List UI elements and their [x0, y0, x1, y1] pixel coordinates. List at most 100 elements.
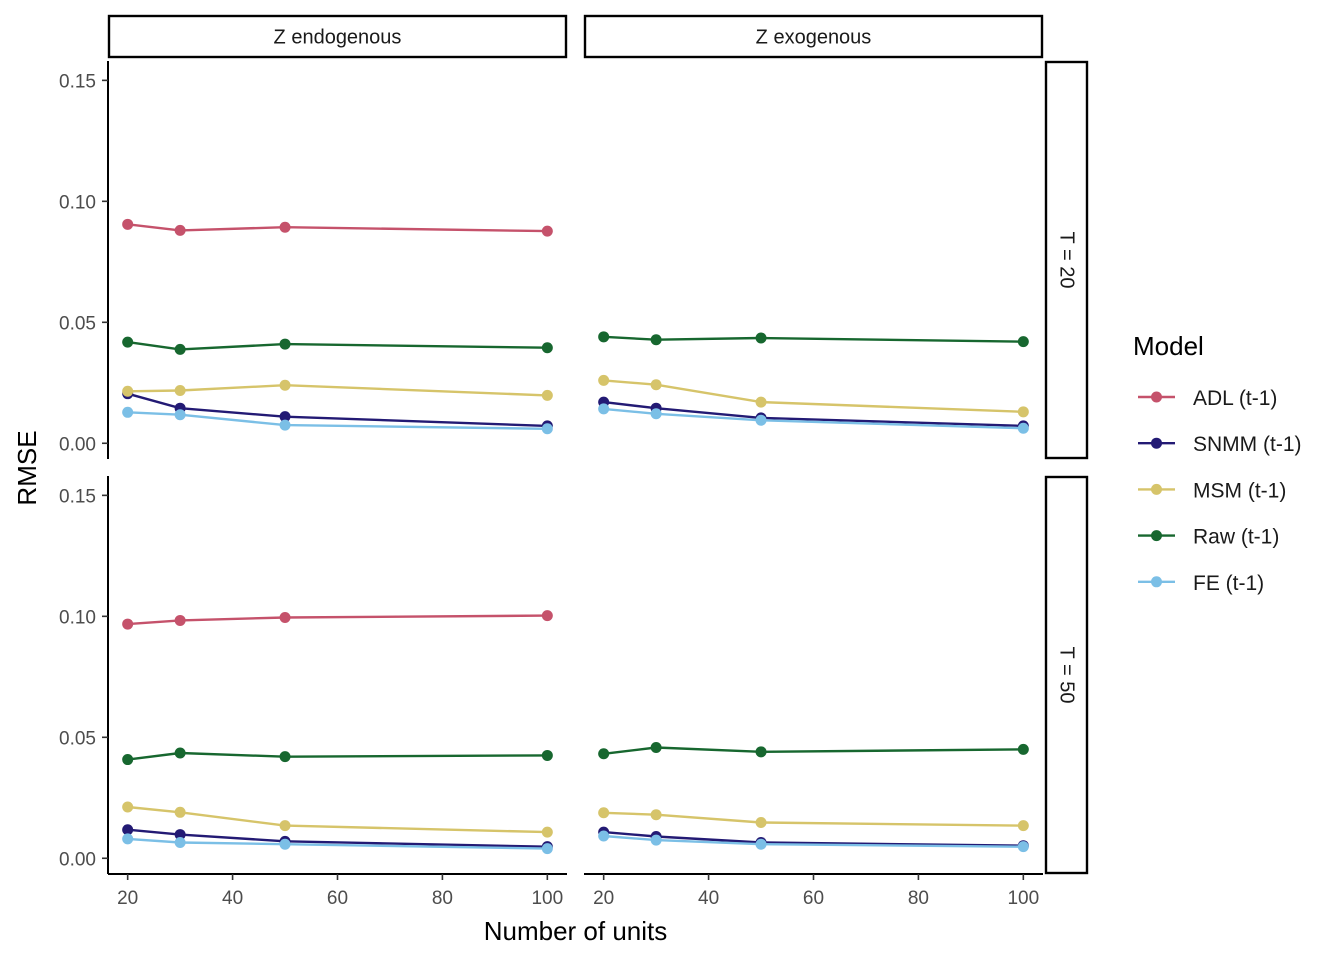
panel-t-20-z-exogenous — [598, 331, 1029, 434]
strip-col-z-exogenous — [583, 14, 1044, 59]
data-point-raw-t-1 — [650, 741, 662, 753]
legend-label: SNMM (t-1) — [1193, 433, 1302, 456]
strip-row-label: T = 20 — [1056, 232, 1078, 289]
data-point-msm-t-1 — [122, 385, 134, 397]
data-point-msm-t-1 — [598, 374, 610, 386]
y-tick-label: 0.05 — [59, 728, 96, 749]
strip-row-t-50 — [1044, 475, 1089, 875]
data-point-fe-t-1 — [174, 409, 186, 421]
legend-label: Raw (t-1) — [1193, 526, 1279, 549]
data-point-adl-t-1 — [279, 221, 291, 233]
series-line-raw-t-1 — [127, 340, 548, 351]
legend-key-point — [1151, 483, 1162, 495]
x-tick-label: 80 — [908, 888, 929, 909]
data-point-msm-t-1 — [174, 385, 186, 397]
legend-label: ADL (t-1) — [1193, 387, 1277, 410]
legend-item-raw-t-1: Raw (t-1) — [1138, 526, 1279, 549]
data-point-raw-t-1 — [598, 748, 610, 760]
data-point-raw-t-1 — [598, 331, 610, 343]
data-point-fe-t-1 — [122, 406, 134, 418]
data-point-fe-t-1 — [650, 834, 662, 846]
data-point-msm-t-1 — [650, 809, 662, 821]
strip-row-t-20 — [1044, 60, 1089, 460]
y-tick-label: 0.00 — [59, 434, 96, 455]
series-line-fe-t-1 — [127, 837, 548, 850]
data-point-adl-t-1 — [122, 218, 134, 230]
legend-key-point — [1151, 391, 1162, 403]
y-tick-label: 0.05 — [59, 313, 96, 334]
data-point-fe-t-1 — [541, 423, 553, 435]
data-point-raw-t-1 — [1017, 336, 1029, 348]
series-line-snmm-t-1 — [127, 392, 548, 428]
data-point-raw-t-1 — [755, 746, 767, 758]
legend-label: MSM (t-1) — [1193, 479, 1286, 502]
x-tick-label: 20 — [593, 888, 614, 909]
data-point-snmm-t-1 — [174, 829, 186, 841]
legend-key-point — [1151, 576, 1162, 588]
series-line-adl-t-1 — [127, 223, 548, 233]
data-point-fe-t-1 — [541, 843, 553, 855]
x-tick-label: 40 — [222, 888, 243, 909]
data-point-msm-t-1 — [174, 806, 186, 818]
series-line-msm-t-1 — [127, 805, 548, 834]
data-point-fe-t-1 — [279, 419, 291, 431]
data-point-msm-t-1 — [279, 820, 291, 832]
data-point-raw-t-1 — [279, 751, 291, 763]
series-line-raw-t-1 — [127, 751, 548, 761]
data-point-fe-t-1 — [122, 833, 134, 845]
panel-t-20-z-endogenous — [122, 218, 553, 435]
data-point-adl-t-1 — [174, 224, 186, 236]
data-point-raw-t-1 — [755, 332, 767, 344]
y-tick-label: 0.10 — [59, 192, 96, 213]
data-point-msm-t-1 — [541, 826, 553, 838]
panels-layer: Z endogenous Z exogenous T = 20 T = 50 0.00 0… — [59, 14, 1089, 909]
y-tick-label: 0.15 — [59, 486, 96, 507]
legend-title: Model — [1133, 331, 1204, 361]
series-line-fe-t-1 — [127, 411, 548, 430]
strip-col-label: Z endogenous — [274, 27, 402, 49]
y-tick-label: 0.15 — [59, 71, 96, 92]
data-point-raw-t-1 — [279, 338, 291, 350]
data-point-adl-t-1 — [122, 618, 134, 630]
series-line-snmm-t-1 — [127, 828, 548, 848]
legend-item-adl-t-1: ADL (t-1) — [1138, 387, 1277, 410]
data-point-fe-t-1 — [755, 838, 767, 850]
legend-item-snmm-t-1: SNMM (t-1) — [1138, 433, 1302, 456]
data-point-adl-t-1 — [279, 612, 291, 624]
data-point-raw-t-1 — [541, 342, 553, 354]
x-tick-label: 60 — [327, 888, 348, 909]
data-point-fe-t-1 — [598, 830, 610, 842]
legend-item-fe-t-1: FE (t-1) — [1138, 572, 1264, 595]
x-tick-label: 100 — [531, 888, 563, 909]
data-point-msm-t-1 — [1017, 820, 1029, 832]
data-point-msm-t-1 — [755, 396, 767, 408]
y-axis-title: RMSE — [12, 430, 42, 505]
data-point-raw-t-1 — [541, 749, 553, 761]
strip-row-label: T = 50 — [1056, 647, 1078, 704]
x-tick-label: 40 — [698, 888, 719, 909]
x-tick-label: 60 — [803, 888, 824, 909]
data-point-fe-t-1 — [650, 408, 662, 420]
series-line-fe-t-1 — [603, 834, 1024, 848]
series-line-msm-t-1 — [127, 383, 548, 397]
data-point-raw-t-1 — [1017, 743, 1029, 755]
data-point-msm-t-1 — [598, 807, 610, 819]
data-point-adl-t-1 — [541, 610, 553, 622]
series-line-snmm-t-1 — [603, 830, 1024, 847]
data-point-msm-t-1 — [755, 816, 767, 828]
legend-key-point — [1151, 437, 1162, 449]
legend-label: FE (t-1) — [1193, 572, 1264, 595]
series-line-msm-t-1 — [603, 811, 1024, 827]
data-point-adl-t-1 — [174, 614, 186, 626]
data-point-msm-t-1 — [541, 389, 553, 401]
data-point-fe-t-1 — [598, 403, 610, 415]
x-tick-label: 100 — [1007, 888, 1039, 909]
series-line-adl-t-1 — [127, 614, 548, 626]
series-line-snmm-t-1 — [603, 400, 1024, 428]
data-point-fe-t-1 — [1017, 841, 1029, 853]
strip-col-label: Z exogenous — [756, 27, 872, 49]
data-point-raw-t-1 — [650, 334, 662, 346]
data-point-fe-t-1 — [755, 414, 767, 426]
y-tick-label: 0.00 — [59, 849, 96, 870]
